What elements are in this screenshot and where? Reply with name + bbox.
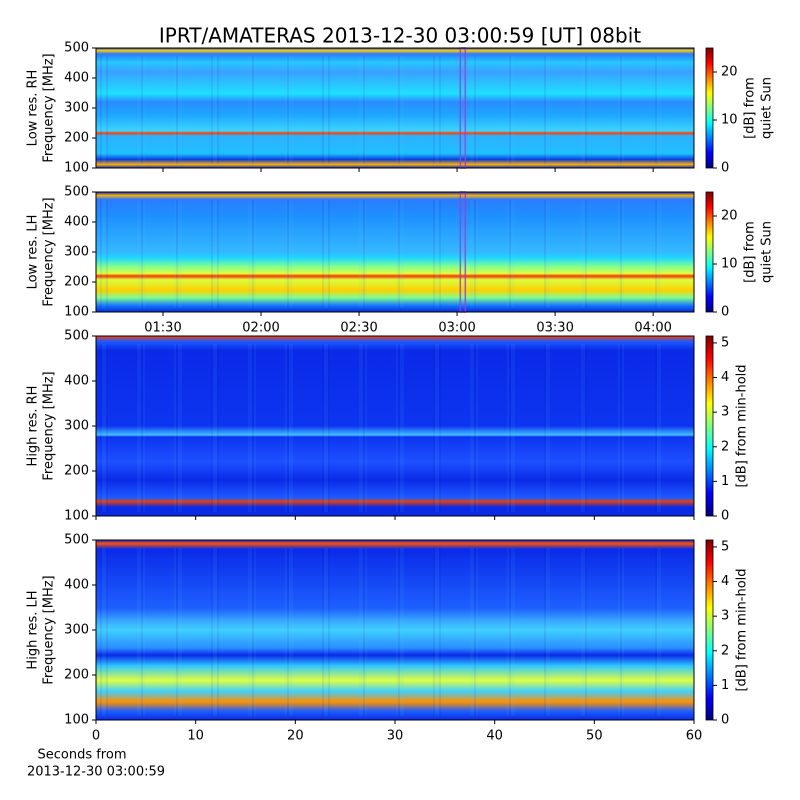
colorbar-tick-label: 5 [721, 335, 729, 350]
spectrogram-image [96, 192, 694, 312]
y-tick-label: 200 [64, 464, 89, 479]
colorbar-tick-label: 5 [721, 539, 729, 554]
colorbar [705, 539, 714, 721]
y-axis-label: Frequency [MHz] [42, 575, 57, 684]
x-tick-label: 50 [586, 729, 603, 744]
colorbar-label: [dB] from [743, 77, 758, 139]
x-tick-label: 03:00 [438, 321, 475, 336]
x-tick-label: 40 [486, 729, 503, 744]
y-tick-label: 300 [64, 245, 89, 260]
colorbar-tick-label: 20 [721, 65, 738, 80]
y-tick-label: 200 [64, 131, 89, 146]
colorbar-label: quiet Sun [760, 221, 775, 283]
colorbar-label: quiet Sun [760, 77, 775, 139]
x-tick-label: 30 [387, 729, 404, 744]
y-axis-label: High res. RH [26, 386, 41, 467]
colorbar-tick-label: 2 [721, 643, 729, 658]
y-tick-label: 300 [64, 101, 89, 116]
y-tick-label: 200 [64, 668, 89, 683]
colorbar [705, 47, 714, 169]
y-axis-label: High res. LH [26, 590, 41, 669]
y-tick-label: 400 [64, 71, 89, 86]
y-tick-label: 500 [64, 185, 89, 200]
colorbar-label: [dB] from min-hold [735, 568, 750, 691]
colorbar-tick-label: 4 [721, 370, 729, 385]
y-axis-label: Frequency [MHz] [42, 53, 57, 162]
y-tick-label: 400 [64, 578, 89, 593]
x-tick-label: 0 [92, 729, 100, 744]
y-axis-label: Low res. LH [26, 215, 41, 290]
colorbar-tick-label: 1 [721, 678, 729, 693]
x-tick-label: 02:30 [340, 321, 377, 336]
y-tick-label: 100 [64, 305, 89, 320]
x-tick-label: 10 [187, 729, 204, 744]
colorbar-tick-label: 3 [721, 609, 729, 624]
y-tick-label: 300 [64, 623, 89, 638]
x-axis-label: 2013-12-30 03:00:59 [27, 765, 165, 780]
colorbar-label: [dB] from min-hold [735, 364, 750, 487]
spectrogram-image [96, 48, 694, 168]
colorbar [705, 191, 714, 313]
colorbar-tick-label: 0 [721, 161, 729, 176]
y-tick-label: 400 [64, 374, 89, 389]
y-axis-label: Frequency [MHz] [42, 197, 57, 306]
colorbar-tick-label: 4 [721, 574, 729, 589]
y-tick-label: 500 [64, 329, 89, 344]
colorbar-tick-label: 2 [721, 439, 729, 454]
colorbar-tick-label: 10 [721, 113, 738, 128]
colorbar-tick-label: 0 [721, 509, 729, 524]
y-tick-label: 500 [64, 41, 89, 56]
y-tick-label: 200 [64, 275, 89, 290]
colorbar-tick-label: 10 [721, 257, 738, 272]
x-tick-label: 01:30 [144, 321, 181, 336]
spectrogram-image [96, 540, 694, 720]
x-tick-label: 20 [287, 729, 304, 744]
colorbar-tick-label: 0 [721, 305, 729, 320]
colorbar-tick-label: 1 [721, 474, 729, 489]
x-tick-label: 02:00 [242, 321, 279, 336]
x-tick-label: 03:30 [536, 321, 573, 336]
y-tick-label: 100 [64, 161, 89, 176]
y-tick-label: 500 [64, 533, 89, 548]
y-tick-label: 400 [64, 215, 89, 230]
x-axis-label: Seconds from [37, 748, 126, 763]
y-axis-label: Frequency [MHz] [42, 371, 57, 480]
colorbar [705, 335, 714, 517]
y-axis-label: Low res. RH [26, 70, 41, 147]
colorbar-label: [dB] from [743, 221, 758, 283]
y-tick-label: 300 [64, 419, 89, 434]
y-tick-label: 100 [64, 713, 89, 728]
y-tick-label: 100 [64, 509, 89, 524]
colorbar-tick-label: 0 [721, 713, 729, 728]
spectrogram-image [96, 336, 694, 516]
colorbar-tick-label: 20 [721, 209, 738, 224]
x-tick-label: 04:00 [634, 321, 671, 336]
figure-title: IPRT/AMATERAS 2013-12-30 03:00:59 [UT] 0… [159, 24, 641, 48]
colorbar-tick-label: 3 [721, 405, 729, 420]
x-tick-label: 60 [686, 729, 703, 744]
